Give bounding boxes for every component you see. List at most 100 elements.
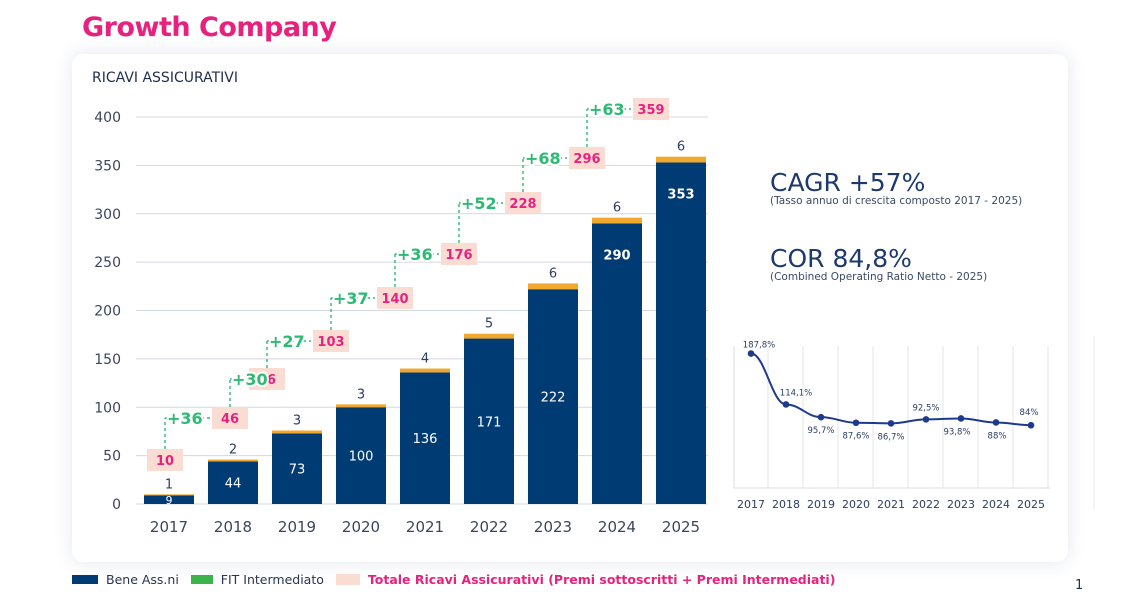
cagr-value: CAGR +57% [770, 168, 926, 197]
bar-fit-2025 [656, 156, 706, 163]
bar-fit-2024 [592, 217, 642, 224]
bene-value-label: 222 [541, 391, 566, 406]
bar-fit-2023 [528, 283, 578, 290]
fit-value-label: 6 [613, 201, 621, 216]
bar-fit-2021 [400, 368, 450, 373]
legend: Bene Ass.ni FIT Intermediato Totale Rica… [72, 572, 847, 587]
cor-subtitle: (Combined Operating Ratio Netto - 2025) [770, 271, 988, 283]
x-tick-label: 2025 [662, 518, 700, 536]
fit-value-label: 4 [421, 352, 429, 367]
fit-value-label: 2 [229, 442, 237, 457]
x-tick-label: 2023 [534, 518, 572, 536]
bar-fit-2017 [144, 494, 194, 496]
growth-label: +63 [589, 100, 625, 119]
growth-label: +68 [525, 149, 561, 168]
y-tick-label: 350 [94, 158, 121, 174]
legend-label-totale: Totale Ricavi Assicurativi (Premi sottos… [367, 572, 836, 587]
total-value-label: 296 [573, 152, 600, 167]
legend-item-fit: FIT Intermediato [190, 572, 324, 587]
legend-label-bene: Bene Ass.ni [106, 572, 179, 587]
total-value-label: 140 [381, 292, 408, 307]
bene-value-label: 136 [413, 432, 438, 447]
x-tick-label: 2022 [470, 518, 508, 536]
total-value-label: 46 [221, 412, 239, 427]
total-box-2025 [633, 98, 669, 120]
x-tick-label: 2024 [598, 518, 636, 536]
bar-bene-2021 [400, 372, 450, 504]
cor-value: COR 84,8% [770, 244, 912, 273]
growth-label: +36 [397, 245, 433, 264]
total-box-2018 [212, 407, 248, 429]
growth-label: +30 [232, 370, 268, 389]
total-box-2017 [147, 449, 183, 471]
total-box-2021 [377, 287, 413, 309]
growth-label: +27 [269, 332, 305, 351]
bar-fit-2022 [464, 333, 514, 339]
page-title: Growth Company [82, 12, 337, 43]
fit-value-label: 1 [165, 477, 173, 492]
chart-title: RICAVI ASSICURATIVI [92, 70, 239, 86]
total-value-label: 103 [317, 335, 344, 350]
bar-bene-2025 [656, 162, 706, 504]
x-tick-label: 2020 [342, 518, 380, 536]
growth-label: +52 [461, 194, 497, 213]
growth-label: +36 [167, 409, 203, 428]
fit-value-label: 6 [677, 140, 685, 155]
total-value-label: 228 [509, 197, 536, 212]
y-tick-label: 250 [94, 255, 121, 271]
bar-bene-2017 [144, 495, 194, 504]
bene-value-label: 100 [349, 450, 374, 465]
fit-value-label: 3 [357, 387, 365, 402]
bene-value-label: 44 [225, 477, 242, 492]
legend-label-fit: FIT Intermediato [220, 572, 324, 587]
bar-bene-2019 [272, 433, 322, 504]
fit-value-label: 6 [549, 266, 557, 281]
x-tick-label: 2021 [406, 518, 444, 536]
total-box-2022 [441, 243, 477, 265]
legend-item-bene: Bene Ass.ni [72, 572, 179, 587]
y-tick-label: 400 [94, 110, 121, 126]
y-tick-label: 100 [94, 400, 121, 416]
bene-value-label: 353 [667, 187, 694, 202]
total-value-label: 76 [258, 373, 276, 388]
bene-value-label: 73 [289, 463, 306, 478]
bar-fit-2018 [208, 459, 258, 462]
bar-fit-2020 [336, 404, 386, 408]
fit-value-label: 5 [485, 317, 493, 332]
bar-fit-2019 [272, 430, 322, 434]
total-value-label: 176 [445, 248, 472, 263]
x-tick-label: 2018 [214, 518, 252, 536]
cor-kpi: COR 84,8% (Combined Operating Ratio Nett… [770, 244, 987, 283]
legend-swatch-fit [190, 575, 213, 584]
bar-bene-2024 [592, 223, 642, 505]
bar-bene-2020 [336, 407, 386, 504]
bar-bene-2022 [464, 338, 514, 504]
growth-label: +37 [333, 289, 369, 308]
bene-value-label: 9 [166, 494, 173, 507]
y-tick-label: 0 [112, 497, 121, 513]
bar-bene-2018 [208, 461, 258, 504]
total-box-2020 [313, 330, 349, 352]
cagr-kpi: CAGR +57% (Tasso annuo di crescita compo… [770, 168, 1022, 207]
y-tick-label: 200 [94, 304, 121, 320]
x-tick-label: 2017 [150, 518, 188, 536]
y-tick-label: 150 [94, 352, 121, 368]
bar-bene-2023 [528, 289, 578, 504]
fit-value-label: 3 [293, 413, 301, 428]
total-value-label: 359 [637, 103, 664, 118]
legend-swatch-totale [335, 574, 360, 585]
cagr-subtitle: (Tasso annuo di crescita composto 2017 -… [770, 195, 1023, 207]
total-box-2023 [505, 192, 541, 214]
total-box-2024 [569, 147, 605, 169]
legend-item-totale: Totale Ricavi Assicurativi (Premi sottos… [335, 572, 836, 587]
y-tick-label: 300 [94, 207, 121, 223]
bene-value-label: 290 [603, 248, 630, 263]
total-box-2019 [249, 368, 285, 390]
legend-swatch-bene [72, 575, 98, 584]
y-tick-label: 50 [103, 449, 121, 465]
total-value-label: 10 [156, 454, 174, 469]
bene-value-label: 171 [477, 415, 502, 430]
x-tick-label: 2019 [278, 518, 316, 536]
page-number: 1 [1075, 578, 1084, 593]
